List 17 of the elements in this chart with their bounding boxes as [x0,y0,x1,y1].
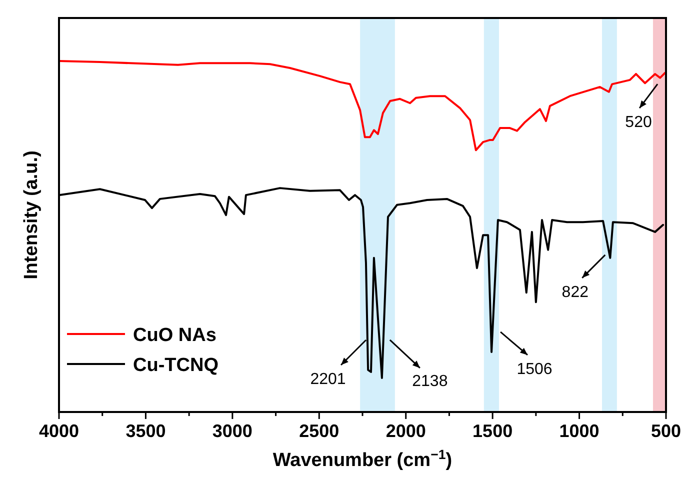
x-tick-label: 1000 [559,421,600,441]
annotation: 2138 [412,372,448,390]
x-tick-label: 3000 [212,421,252,441]
annotation: 520 [625,114,652,132]
annotation: 2201 [310,370,346,388]
x-axis-title: Wavenumber (cm$^{−1}$) [272,446,452,471]
x-tick-label: 1500 [472,421,513,441]
x-tick-label: 2500 [299,421,340,441]
x-tick-label: 500 [650,421,682,441]
legend-label: Cu-TCNQ [133,355,218,376]
annotation: 822 [562,284,589,301]
x-tick-label: 4000 [38,421,80,441]
legend-label: CuO NAs [133,325,216,346]
y-axis-title: Intensity (a.u.) [21,150,42,280]
annotation: 1506 [516,360,552,378]
x-tick-label: 3500 [126,421,166,441]
x-tick-label: 2000 [386,421,426,441]
